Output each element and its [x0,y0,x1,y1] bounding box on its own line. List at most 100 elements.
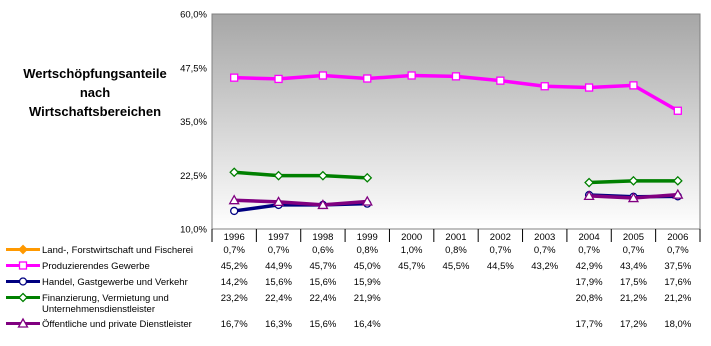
data-point [361,195,373,206]
category-label: 1999 [357,232,378,243]
category-label: 2000 [401,232,422,243]
table-cell: 0,7% [623,245,645,256]
table-cell: 1,0% [401,245,423,256]
category-label: 2001 [445,232,466,243]
category-label: 2004 [579,232,600,243]
table-cell: 22,4% [309,293,336,304]
data-point [228,194,240,205]
legend-label: Produzierendes Gewerbe [42,261,150,272]
table-cell: 17,2% [620,319,647,330]
y-tick-label: 60,0% [180,10,207,21]
data-point [317,199,329,210]
data-point [230,206,239,216]
legend-key-marker [18,292,28,303]
table-cell: 20,8% [576,293,603,304]
legend-label: Handel, Gastgewerbe und Verkehr [42,277,188,288]
data-point [628,175,639,186]
table-cell: 44,5% [487,261,514,272]
y-tick-label: 35,0% [180,117,207,128]
table-cell: 15,9% [354,277,381,288]
legend-key-marker [18,277,28,286]
table-cell: 0,7% [223,245,245,256]
table-cell: 16,4% [354,319,381,330]
data-point [229,167,240,178]
legend-key-marker [18,261,28,270]
data-point [583,190,595,201]
data-point [627,192,640,203]
table-cell: 37,5% [664,261,691,272]
table-cell: 0,7% [578,245,600,256]
category-label: 2005 [623,232,644,243]
y-tick-label: 47,5% [180,63,207,74]
table-cell: 17,5% [620,277,647,288]
table-cell: 0,8% [356,245,378,256]
chart-title-line-2: nach [79,85,111,100]
table-cell: 0,7% [268,245,290,256]
data-point [629,81,638,90]
table-cell: 16,3% [265,319,292,330]
data-point [672,175,683,186]
table-cell: 15,6% [309,277,336,288]
table-cell: 0,7% [490,245,512,256]
data-point [673,106,682,115]
y-tick-label: 22,5% [180,171,207,182]
category-label: 1996 [224,232,245,243]
table-cell: 15,6% [309,319,336,330]
data-point [407,71,416,80]
table-cell: 0,7% [667,245,689,256]
table-cell: 45,7% [398,261,425,272]
category-label: 2002 [490,232,511,243]
data-point [496,76,505,85]
table-cell: 43,4% [620,261,647,272]
data-point [451,72,461,81]
chart-title: Wertschöpfungsanteile nach Wirtschaftsbe… [0,64,190,121]
table-cell: 15,6% [265,277,292,288]
data-point [540,82,549,91]
table-cell: 16,7% [221,319,248,330]
data-point [272,196,285,207]
data-point [230,73,239,82]
legend-label: Land-, Forstwirtschaft und Fischerei [42,245,193,256]
data-point [672,188,684,199]
table-cell: 45,5% [443,261,470,272]
legend-key-marker [18,244,28,255]
legend-label: Finanzierung, Vermietung und [42,293,169,304]
chart-title-line-1: Wertschöpfungsanteile [23,66,167,81]
data-point [584,177,595,188]
table-cell: 0,6% [312,245,334,256]
category-label: 2006 [667,232,688,243]
data-point [317,170,328,181]
table-cell: 18,0% [664,319,691,330]
table-cell: 22,4% [265,293,292,304]
table-cell: 44,9% [265,261,292,272]
table-cell: 17,9% [576,277,603,288]
plot-area [211,13,701,230]
category-label: 1997 [268,232,289,243]
category-label: 1998 [312,232,333,243]
table-cell: 17,7% [576,319,603,330]
data-point [318,71,328,80]
table-cell: 17,6% [664,277,691,288]
category-label: 2003 [534,232,555,243]
table-cell: 42,9% [576,261,603,272]
table-cell: 43,2% [531,261,558,272]
legend-key-marker [17,317,29,328]
table-cell: 14,2% [221,277,248,288]
table-cell: 0,7% [534,245,556,256]
table-cell: 21,9% [354,293,381,304]
y-tick-label: 10,0% [180,225,207,236]
data-point [362,172,373,183]
table-cell: 21,2% [664,293,691,304]
legend-label: Unternehmensdienstleister [42,304,155,315]
legend-label: Öffentliche und private Dienstleister [42,319,192,330]
series-line [234,170,368,180]
data-point [584,83,594,92]
data-point [273,170,284,181]
table-cell: 45,2% [221,261,248,272]
table-cell: 45,0% [354,261,381,272]
table-cell: 21,2% [620,293,647,304]
series-line [234,198,368,207]
data-point [363,74,372,83]
table-cell: 0,8% [445,245,467,256]
